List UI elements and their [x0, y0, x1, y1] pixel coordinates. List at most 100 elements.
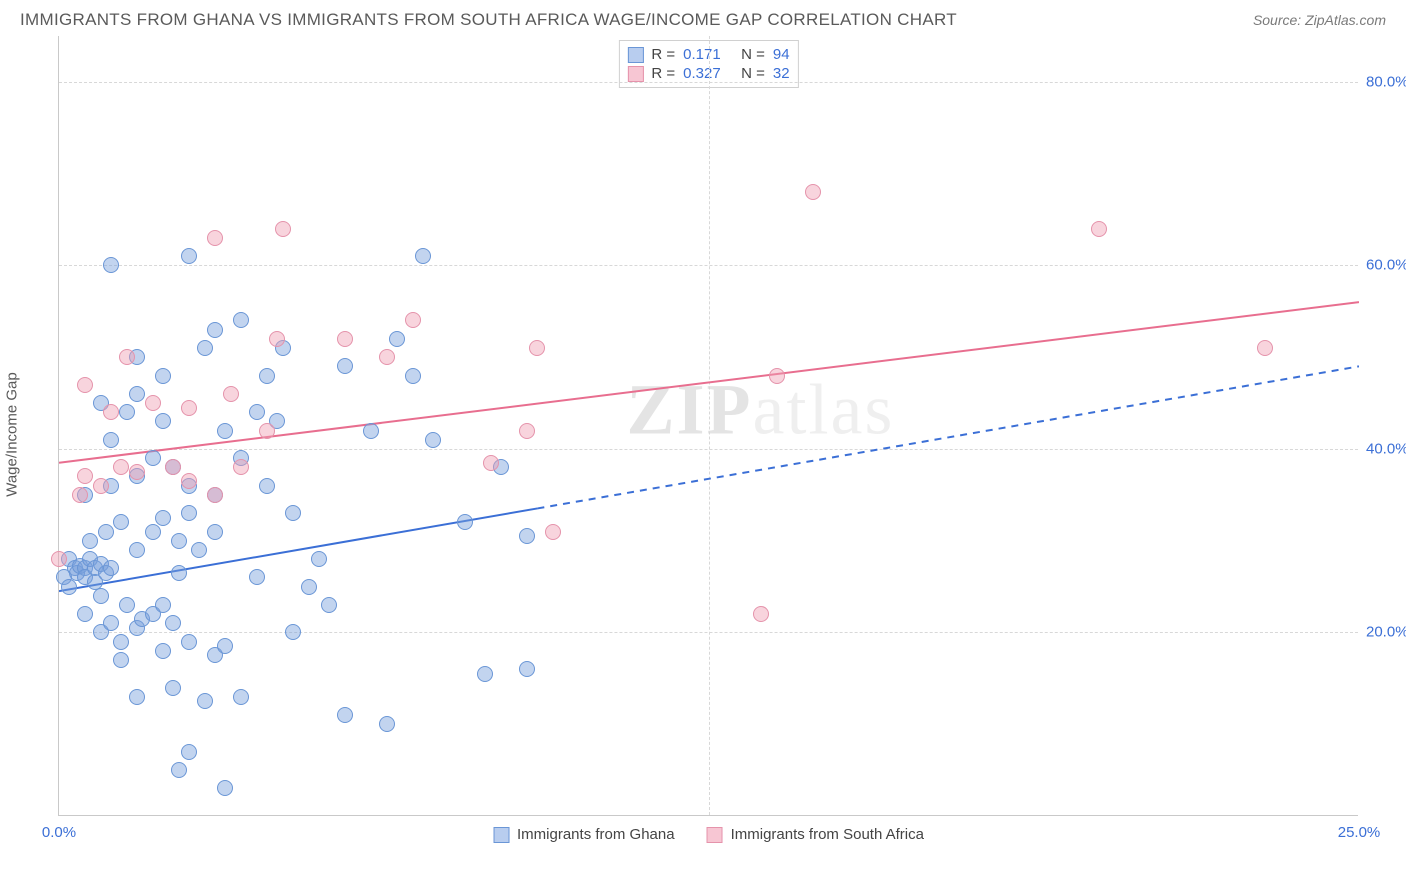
data-point-ghana — [119, 404, 135, 420]
n-value: 94 — [773, 46, 790, 63]
data-point-south_africa — [805, 184, 821, 200]
legend-label: Immigrants from South Africa — [731, 826, 924, 843]
r-value: 0.171 — [683, 46, 727, 63]
data-point-ghana — [233, 689, 249, 705]
data-point-south_africa — [113, 459, 129, 475]
data-point-south_africa — [233, 459, 249, 475]
series-legend: Immigrants from Ghana Immigrants from Sou… — [493, 826, 924, 843]
data-point-south_africa — [529, 340, 545, 356]
data-point-south_africa — [77, 468, 93, 484]
data-point-ghana — [82, 533, 98, 549]
data-point-south_africa — [379, 349, 395, 365]
data-point-ghana — [477, 666, 493, 682]
data-point-ghana — [249, 569, 265, 585]
data-point-ghana — [181, 505, 197, 521]
scatter-plot: ZIPatlas R =0.171N =94R =0.327N =32 Immi… — [58, 36, 1358, 816]
data-point-ghana — [171, 533, 187, 549]
data-point-ghana — [379, 716, 395, 732]
data-point-ghana — [285, 505, 301, 521]
data-point-south_africa — [72, 487, 88, 503]
chart-source: Source: ZipAtlas.com — [1253, 12, 1386, 28]
legend-label: Immigrants from Ghana — [517, 826, 675, 843]
data-point-south_africa — [1257, 340, 1273, 356]
legend-swatch-ghana — [493, 827, 509, 843]
data-point-ghana — [217, 423, 233, 439]
data-point-ghana — [519, 528, 535, 544]
data-point-ghana — [181, 248, 197, 264]
data-point-ghana — [165, 615, 181, 631]
data-point-ghana — [113, 634, 129, 650]
data-point-ghana — [181, 634, 197, 650]
data-point-ghana — [165, 680, 181, 696]
data-point-ghana — [155, 368, 171, 384]
data-point-ghana — [301, 579, 317, 595]
y-tick-label: 20.0% — [1366, 624, 1406, 641]
data-point-south_africa — [145, 395, 161, 411]
data-point-south_africa — [769, 368, 785, 384]
data-point-ghana — [311, 551, 327, 567]
data-point-ghana — [285, 624, 301, 640]
data-point-ghana — [155, 597, 171, 613]
data-point-ghana — [113, 514, 129, 530]
data-point-south_africa — [1091, 221, 1107, 237]
data-point-ghana — [337, 358, 353, 374]
data-point-ghana — [197, 340, 213, 356]
y-tick-label: 40.0% — [1366, 440, 1406, 457]
watermark: ZIPatlas — [626, 368, 894, 451]
data-point-south_africa — [207, 487, 223, 503]
data-point-ghana — [259, 478, 275, 494]
data-point-ghana — [171, 565, 187, 581]
legend-swatch-south_africa — [627, 66, 643, 82]
data-point-south_africa — [129, 464, 145, 480]
data-point-south_africa — [223, 386, 239, 402]
r-label: R = — [651, 46, 675, 63]
data-point-ghana — [233, 312, 249, 328]
data-point-south_africa — [119, 349, 135, 365]
x-tick-label: 25.0% — [1338, 824, 1381, 841]
data-point-ghana — [103, 432, 119, 448]
data-point-ghana — [259, 368, 275, 384]
data-point-south_africa — [181, 400, 197, 416]
data-point-south_africa — [519, 423, 535, 439]
data-point-south_africa — [483, 455, 499, 471]
data-point-ghana — [519, 661, 535, 677]
data-point-ghana — [129, 542, 145, 558]
data-point-south_africa — [405, 312, 421, 328]
data-point-ghana — [171, 762, 187, 778]
data-point-ghana — [363, 423, 379, 439]
data-point-south_africa — [103, 404, 119, 420]
data-point-ghana — [457, 514, 473, 530]
data-point-south_africa — [259, 423, 275, 439]
n-label: N = — [741, 46, 765, 63]
data-point-ghana — [425, 432, 441, 448]
data-point-ghana — [103, 560, 119, 576]
data-point-south_africa — [207, 230, 223, 246]
data-point-ghana — [129, 386, 145, 402]
y-tick-label: 60.0% — [1366, 257, 1406, 274]
data-point-south_africa — [77, 377, 93, 393]
data-point-ghana — [249, 404, 265, 420]
data-point-ghana — [77, 606, 93, 622]
data-point-south_africa — [165, 459, 181, 475]
legend-swatch-south_africa — [707, 827, 723, 843]
legend-item-ghana: Immigrants from Ghana — [493, 826, 675, 843]
data-point-ghana — [389, 331, 405, 347]
data-point-ghana — [197, 693, 213, 709]
legend-swatch-ghana — [627, 47, 643, 63]
data-point-ghana — [181, 744, 197, 760]
y-axis-label: Wage/Income Gap — [4, 372, 21, 497]
chart-header: IMMIGRANTS FROM GHANA VS IMMIGRANTS FROM… — [0, 0, 1406, 36]
data-point-south_africa — [93, 478, 109, 494]
chart-title: IMMIGRANTS FROM GHANA VS IMMIGRANTS FROM… — [20, 10, 957, 30]
data-point-ghana — [405, 368, 421, 384]
data-point-ghana — [145, 524, 161, 540]
data-point-ghana — [321, 597, 337, 613]
data-point-ghana — [207, 524, 223, 540]
data-point-south_africa — [181, 473, 197, 489]
data-point-ghana — [155, 510, 171, 526]
data-point-ghana — [93, 588, 109, 604]
data-point-south_africa — [269, 331, 285, 347]
data-point-south_africa — [51, 551, 67, 567]
data-point-ghana — [119, 597, 135, 613]
r-value: 0.327 — [683, 65, 727, 82]
